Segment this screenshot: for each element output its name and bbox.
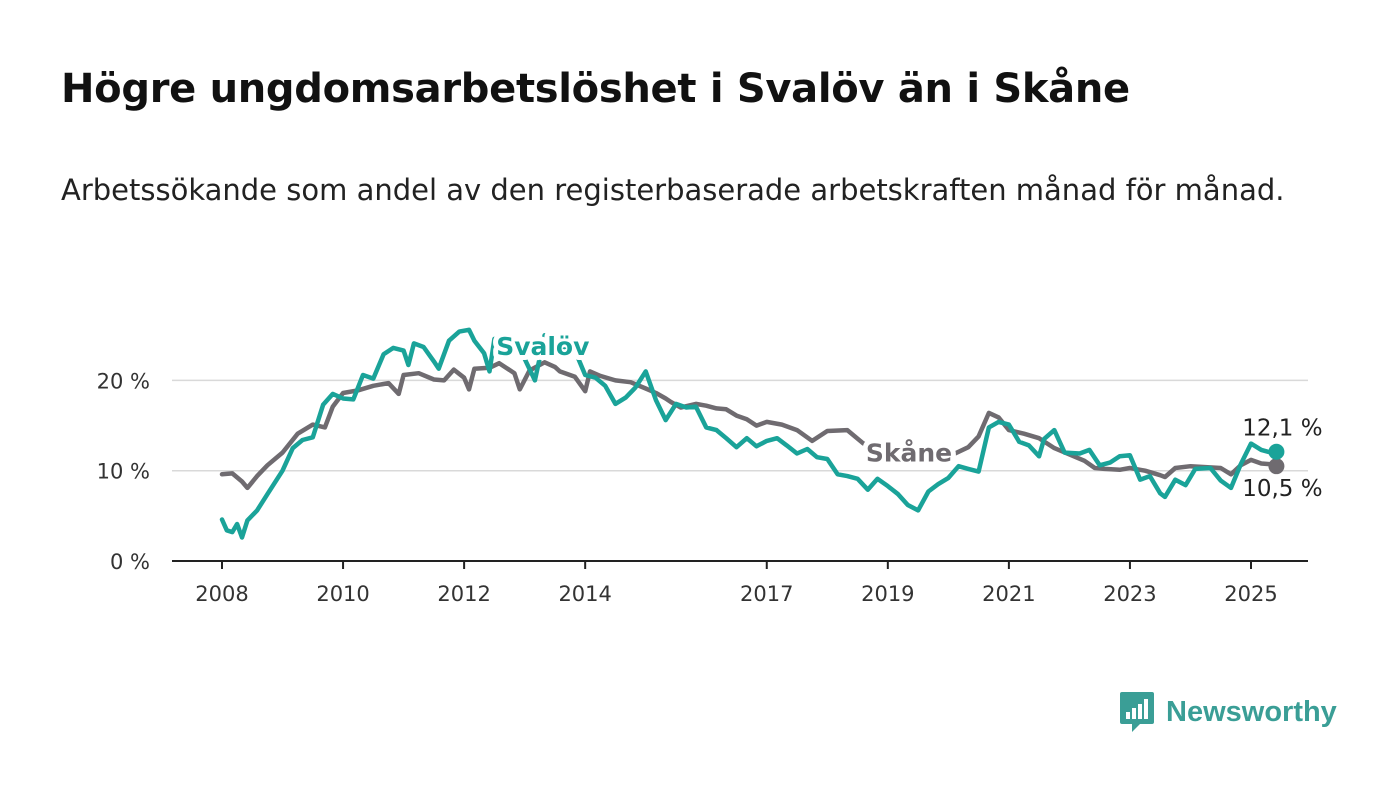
series-line-sval-v [219, 327, 1279, 540]
brand-name: Newsworthy [1166, 695, 1337, 728]
chart-subtitle: Arbetssökande som andel av den registerb… [61, 173, 1285, 207]
y-tick-label: 10 % [97, 460, 150, 484]
end-value-label: 10,5 % [1242, 476, 1322, 502]
x-tick-label: 2017 [740, 582, 793, 606]
x-tick-label: 2019 [861, 582, 914, 606]
x-tick-label: 2014 [558, 582, 611, 606]
end-point-marker [1268, 458, 1285, 475]
series-label: Skåne [866, 439, 952, 468]
x-tick-label: 2023 [1103, 582, 1156, 606]
end-value-label: 12,1 % [1242, 416, 1322, 442]
series-label-halo: Svalöv [496, 332, 589, 361]
y-tick-label: 20 % [97, 369, 150, 393]
x-tick-label: 2021 [982, 582, 1035, 606]
series-line-sk-ne [219, 360, 1279, 491]
end-point-marker [1268, 443, 1285, 460]
series-label-halo: Skåne [866, 439, 952, 468]
chart-title: Högre ungdomsarbetslöshet i Svalöv än i … [61, 66, 1130, 112]
y-tick-label: 0 % [110, 550, 150, 574]
x-tick-label: 2008 [195, 582, 248, 606]
bar-chart-speech-bubble-icon [1120, 692, 1154, 732]
newsworthy-brand: Newsworthy [1118, 690, 1337, 734]
end-value-label-halo: 10,5 % [1242, 476, 1322, 502]
x-tick-label: 2025 [1224, 582, 1277, 606]
series-label: Svalöv [496, 332, 589, 361]
end-value-label-halo: 12,1 % [1242, 416, 1322, 442]
x-tick-label: 2010 [316, 582, 369, 606]
x-tick-label: 2012 [437, 582, 490, 606]
